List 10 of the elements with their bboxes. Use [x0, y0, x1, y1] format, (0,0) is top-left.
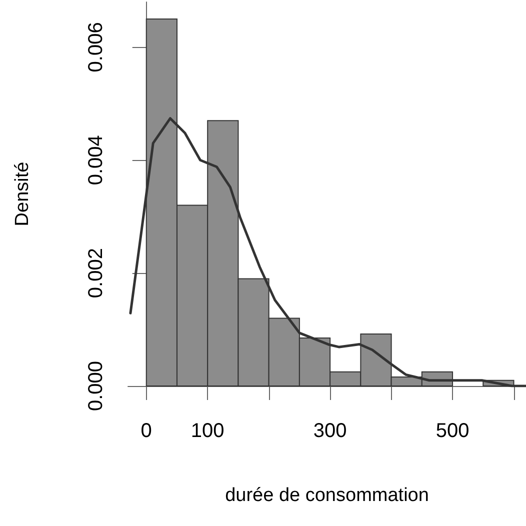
- y-tick-label: 0.002: [85, 248, 107, 298]
- x-tick-label: 500: [436, 420, 470, 442]
- x-axis-title: durée de consommation: [225, 485, 429, 506]
- y-axis-title: Densité: [12, 162, 33, 226]
- y-tick-label: 0.006: [85, 22, 107, 72]
- y-tick-label: 0.000: [85, 360, 107, 412]
- x-tick-label: 0: [140, 420, 152, 442]
- x-tick-label: 300: [313, 420, 347, 442]
- x-tick-label: 100: [190, 420, 224, 442]
- y-tick-label: 0.004: [85, 135, 107, 186]
